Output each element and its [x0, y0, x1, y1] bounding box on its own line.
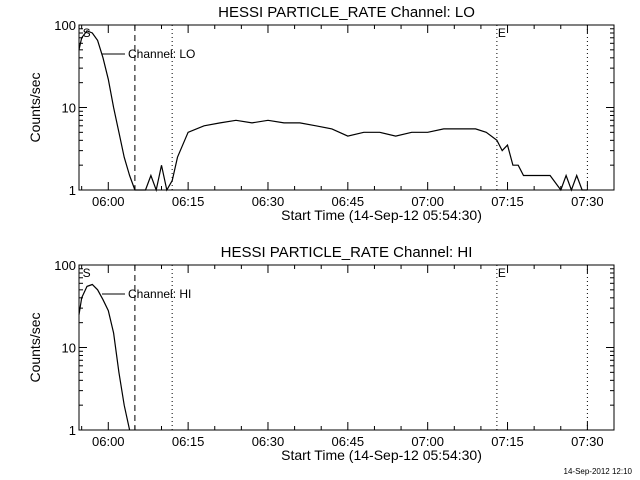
- x-tick-label: 06:30: [252, 194, 285, 209]
- marker-s: S: [83, 266, 91, 280]
- marker-e: E: [498, 26, 506, 40]
- y-tick-label: 1: [69, 183, 76, 198]
- panel-channel-hi: HESSI PARTICLE_RATE Channel: HI 1 10 100 06:…: [27, 244, 615, 463]
- x-axis-label: Start Time (14-Sep-12 05:54:30): [281, 447, 482, 463]
- series-line: [78, 30, 588, 193]
- legend-entry: Channel: HI: [128, 287, 191, 301]
- legend-entry: Channel: LO: [128, 47, 195, 61]
- marker-e: E: [498, 266, 506, 280]
- series-line: [78, 283, 131, 431]
- x-tick-label: 06:00: [92, 194, 125, 209]
- x-tick-label: 07:15: [491, 434, 524, 449]
- y-tick-label: 1: [69, 423, 76, 438]
- x-tick-label: 07:15: [491, 194, 524, 209]
- y-tick-label: 10: [62, 101, 76, 116]
- y-axis-label: Counts/sec: [27, 312, 43, 382]
- y-tick-label: 100: [54, 258, 76, 273]
- x-tick-label: 06:30: [252, 434, 285, 449]
- panel-channel-lo: HESSI PARTICLE_RATE Channel: LO 1 10 100 06:…: [27, 4, 615, 223]
- y-tick-label: 100: [54, 18, 76, 33]
- x-tick-label: 06:45: [332, 194, 365, 209]
- y-axis-label: Counts/sec: [27, 72, 43, 142]
- x-tick-label: 07:30: [571, 434, 604, 449]
- x-tick-label: 07:30: [571, 194, 604, 209]
- marker-s: S: [83, 26, 91, 40]
- x-tick-label: 07:00: [411, 434, 444, 449]
- chart-title: HESSI PARTICLE_RATE Channel: HI: [221, 244, 473, 261]
- plot-timestamp: 14-Sep-2012 12:10: [564, 467, 633, 476]
- x-tick-label: 07:00: [411, 194, 444, 209]
- chart-title: HESSI PARTICLE_RATE Channel: LO: [218, 4, 475, 21]
- x-tick-label: 06:45: [332, 434, 365, 449]
- x-tick-label: 06:15: [172, 434, 205, 449]
- x-tick-label: 06:15: [172, 194, 205, 209]
- x-axis-label: Start Time (14-Sep-12 05:54:30): [281, 207, 482, 223]
- x-tick-label: 06:00: [92, 434, 125, 449]
- y-tick-label: 10: [62, 341, 76, 356]
